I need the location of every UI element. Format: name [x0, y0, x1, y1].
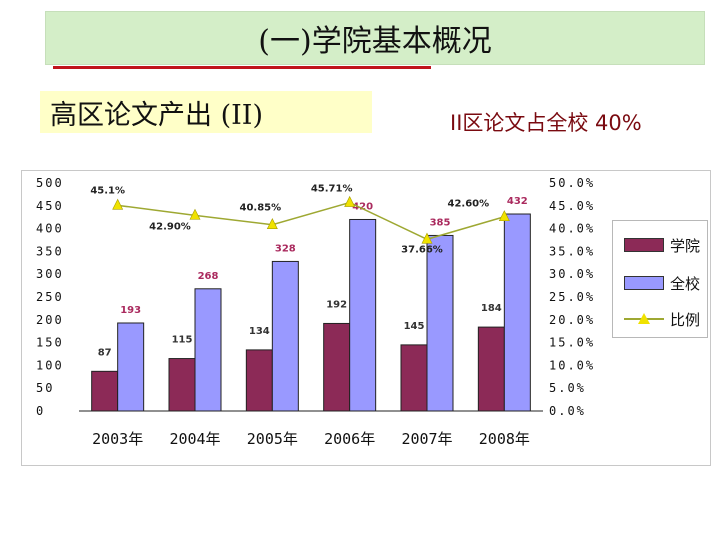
data-label-school: 432 — [507, 196, 528, 207]
bar-school — [194, 288, 222, 412]
bar-college — [245, 349, 273, 412]
y-tick-label: 350 — [36, 244, 64, 258]
legend-swatch-college — [624, 238, 664, 252]
data-label-school: 268 — [198, 271, 219, 282]
legend-line-ratio — [624, 312, 664, 326]
y2-tick-label: 5.0% — [549, 381, 586, 395]
ratio-marker — [421, 232, 433, 244]
legend-label-college: 学院 — [670, 236, 701, 255]
x-tick-label: 2008年 — [479, 430, 530, 448]
y-tick-label: 400 — [36, 222, 64, 236]
bar-school — [426, 234, 454, 412]
x-tick-label: 2005年 — [247, 430, 298, 448]
y2-tick-label: 10.0% — [549, 358, 595, 372]
bar-college — [477, 326, 505, 412]
y-tick-label: 300 — [36, 267, 64, 281]
x-tick-label: 2003年 — [92, 430, 143, 448]
data-label-ratio: 45.71% — [311, 184, 353, 195]
slide-subtitle: 高区论文产出 (II) — [50, 99, 263, 131]
slide-title: (一)学院基本概况 — [258, 24, 492, 59]
bar-college — [91, 370, 119, 412]
y2-tick-label: 20.0% — [549, 313, 595, 327]
legend-label-school: 全校 — [670, 274, 701, 293]
y-tick-label: 50 — [36, 381, 54, 395]
legend-item-college: 学院 — [624, 235, 700, 255]
y-tick-label: 450 — [36, 199, 64, 213]
legend-item-ratio: 比例 — [624, 309, 700, 329]
data-label-college: 87 — [98, 347, 112, 358]
ratio-marker — [112, 198, 124, 210]
bar-school — [349, 218, 377, 412]
data-label-college: 145 — [404, 321, 425, 332]
data-label-ratio: 42.60% — [448, 199, 490, 210]
data-label-college: 192 — [326, 299, 347, 310]
y2-tick-label: 40.0% — [549, 222, 595, 236]
x-tick-label: 2004年 — [169, 430, 220, 448]
bar-school — [503, 213, 531, 412]
y2-tick-label: 30.0% — [549, 267, 595, 281]
legend-swatch-school — [624, 276, 664, 290]
y2-tick-label: 35.0% — [549, 244, 595, 258]
data-label-ratio: 42.90% — [149, 221, 191, 232]
title-banner — [45, 11, 705, 65]
data-label-school: 193 — [120, 305, 141, 316]
ratio-marker — [266, 218, 278, 230]
y-tick-label: 200 — [36, 313, 64, 327]
ratio-marker — [344, 195, 356, 207]
y2-tick-label: 45.0% — [549, 199, 595, 213]
bar-school — [271, 260, 299, 412]
data-label-school: 328 — [275, 243, 296, 254]
data-label-college: 134 — [249, 326, 270, 337]
y-tick-label: 100 — [36, 358, 64, 372]
y2-tick-label: 25.0% — [549, 290, 595, 304]
data-label-ratio: 45.1% — [90, 185, 125, 196]
data-label-college: 184 — [481, 303, 502, 314]
share-note: II区论文占全校 40% — [450, 111, 642, 135]
y2-tick-label: 0.0% — [549, 404, 586, 418]
data-label-school: 385 — [430, 217, 451, 228]
subtitle-highlight — [40, 91, 372, 133]
ratio-marker — [189, 208, 201, 220]
bar-college — [168, 358, 196, 412]
bar-college — [400, 344, 428, 412]
data-label-ratio: 40.85% — [240, 203, 282, 214]
y2-tick-label: 50.0% — [549, 176, 595, 190]
ratio-line — [117, 201, 505, 241]
x-tick-label: 2006年 — [324, 430, 375, 448]
legend-item-school: 全校 — [624, 273, 700, 293]
x-tick-label: 2007年 — [401, 430, 452, 448]
y-tick-label: 500 — [36, 176, 64, 190]
y-tick-label: 0 — [36, 404, 45, 418]
legend-label-ratio: 比例 — [670, 310, 701, 329]
bar-college — [323, 322, 351, 412]
data-label-college: 115 — [172, 335, 193, 346]
bar-school — [117, 322, 145, 412]
data-label-school: 420 — [352, 201, 373, 212]
y-tick-label: 250 — [36, 290, 64, 304]
data-label-ratio: 37.66% — [401, 244, 443, 255]
y2-tick-label: 15.0% — [549, 336, 595, 350]
title-underline — [53, 66, 431, 69]
y-tick-label: 150 — [36, 336, 64, 350]
ratio-marker — [498, 210, 510, 222]
